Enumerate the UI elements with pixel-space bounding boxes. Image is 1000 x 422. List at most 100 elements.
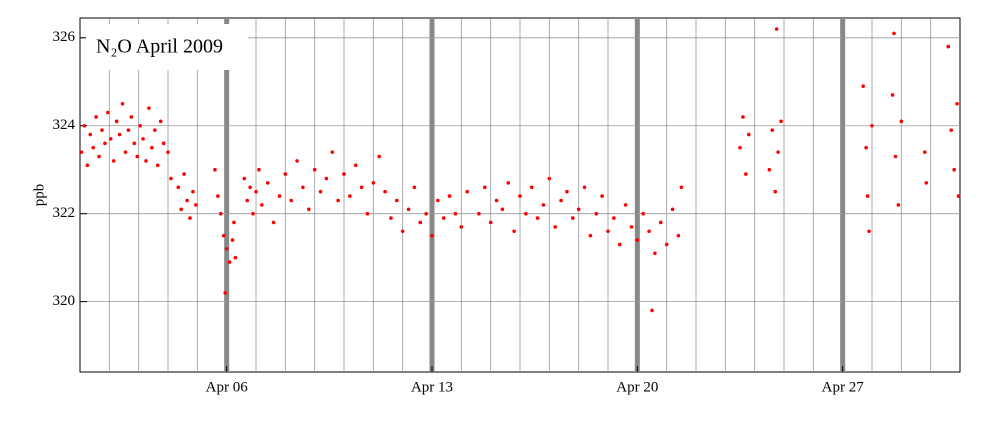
point [418,220,423,225]
point [233,255,238,260]
point [324,176,329,181]
point [424,211,428,216]
point [893,154,898,159]
point [219,211,223,216]
point [277,194,282,198]
point [232,220,236,225]
point [582,185,587,190]
point [126,128,131,132]
point [114,119,119,124]
point [892,31,896,36]
point [91,145,95,150]
point [383,189,387,194]
point [359,185,364,190]
point [161,141,166,146]
point [371,181,376,185]
point [88,132,93,137]
point [500,207,505,212]
point [191,189,195,194]
point [535,216,540,220]
point [144,159,148,163]
x-tick-label: Apr 20 [616,379,658,395]
y-axis-label: ppb [31,184,47,207]
point [477,211,481,216]
point [365,211,370,216]
point [767,167,772,172]
point [629,225,634,229]
point [85,163,90,168]
point [635,238,640,242]
point [283,172,288,176]
y-tick-label: 326 [53,29,76,45]
point [547,176,552,181]
point [100,128,104,132]
point [213,167,217,172]
point [594,211,599,216]
point [770,128,775,132]
point [512,229,516,234]
point [524,211,528,216]
point [488,220,493,225]
point [138,123,142,128]
point [260,203,264,207]
x-tick-label: Apr 27 [822,379,865,395]
point [155,163,160,168]
point [747,132,751,137]
point [617,242,622,247]
point [441,216,446,220]
point [453,211,458,216]
point [899,119,904,124]
point [483,185,487,190]
point [395,198,399,203]
point [289,198,294,203]
point [176,185,181,190]
point [553,225,557,229]
point [106,110,110,115]
point [588,233,593,238]
point [94,115,98,119]
point [867,229,871,234]
point [650,308,654,313]
point [459,225,464,229]
point [924,181,929,185]
point [774,27,779,31]
point [342,172,346,176]
point [179,207,183,212]
point [400,229,405,234]
point [132,141,137,146]
point [389,216,393,220]
y-tick-label: 322 [53,205,76,221]
point [295,159,299,163]
point [216,194,220,198]
point [111,159,116,163]
grid [80,18,960,372]
point [623,203,628,207]
point [129,115,134,119]
point [141,137,145,141]
point [571,216,575,220]
point [377,154,382,159]
point [251,211,255,216]
point [147,106,151,110]
point [952,167,956,172]
point [158,119,163,124]
point [227,260,232,264]
y-tick-label: 324 [53,117,76,133]
point [330,150,335,154]
point [194,203,198,207]
point [541,203,546,207]
point [318,189,323,194]
point [245,198,249,203]
point [864,145,868,150]
point [653,251,657,256]
point [254,189,258,194]
point [776,150,780,154]
point [612,216,616,220]
point [242,176,247,181]
point [348,194,352,198]
point [946,44,951,49]
point [230,238,235,242]
point [169,176,173,181]
point [923,150,927,154]
